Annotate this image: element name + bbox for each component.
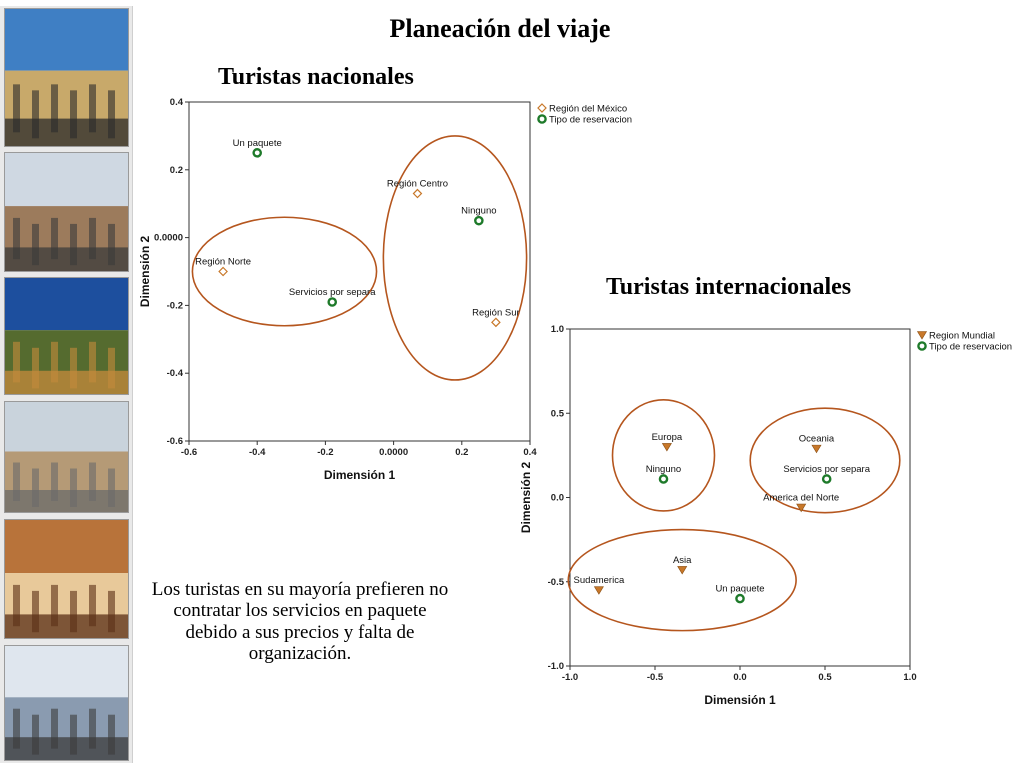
region-point [412, 188, 423, 199]
plot-frame [188, 101, 531, 442]
legend-label: Tipo de reservacion [549, 115, 632, 126]
reservation-point [474, 215, 484, 226]
x-tick-label: 0.5 [818, 672, 832, 683]
legend-label: Region Mundial [929, 331, 995, 342]
point-label: Un paquete [233, 138, 282, 149]
point-label: Servicios por separa [289, 287, 376, 298]
point-label: Asia [673, 555, 692, 566]
cluster-ellipse [191, 216, 378, 327]
cluster-ellipse [567, 528, 797, 632]
point-label: Europa [652, 432, 683, 443]
national-tourists-chart: -0.6 -0.4 -0.2 0.0000 0.2 0.4 0.4 0.2 0.0000 -0.2… [138, 97, 632, 482]
point-label: Sudamerica [574, 575, 625, 586]
legend-label: Tipo de reservacion [929, 342, 1012, 353]
point-label: Ninguno [461, 206, 496, 217]
region-point [218, 266, 228, 277]
garden-night-photo [4, 277, 129, 395]
region-point [593, 586, 604, 595]
y-axis-label: Dimensión 2 [519, 462, 533, 534]
y-tick-label: -0.5 [548, 577, 565, 588]
point-label: Ninguno [646, 464, 681, 475]
international-chart-title: Turistas internacionales [606, 274, 852, 300]
national-chart-title: Turistas nacionales [218, 64, 414, 90]
legend-marker [537, 103, 547, 113]
region-point [796, 503, 807, 513]
region-point [491, 317, 501, 328]
reservation-point [252, 148, 262, 158]
y-tick-label: 0.0 [551, 493, 564, 504]
x-tick-label: -0.2 [317, 447, 333, 458]
x-tick-label: -1.0 [562, 672, 578, 683]
y-tick-label: -1.0 [548, 661, 564, 672]
x-tick-label: 0.4 [523, 447, 537, 458]
cluster-ellipse [382, 135, 528, 381]
y-tick-label: -0.6 [167, 436, 183, 447]
cluster-ellipse [749, 407, 901, 514]
summary-note: Los turistas en su mayoría prefieren no … [151, 579, 449, 664]
region-point [677, 566, 688, 575]
x-tick-label: -0.4 [249, 447, 266, 458]
point-label: Región Sur [472, 307, 520, 318]
church-plaza-photo [4, 401, 129, 513]
y-tick-label: -0.2 [167, 300, 183, 311]
legend-label: Región del México [549, 104, 627, 115]
airport-photo [4, 645, 129, 761]
y-tick-label: -0.4 [167, 368, 184, 379]
x-axis-label: Dimensión 1 [324, 468, 396, 482]
point-label: America del Norte [763, 493, 839, 504]
x-axis-label: Dimensión 1 [704, 693, 776, 707]
legend-marker [537, 114, 547, 124]
x-tick-label: 0.2 [455, 447, 468, 458]
region-point [811, 444, 822, 454]
cathedral-terrace-photo [4, 8, 129, 147]
point-label: Oceania [799, 434, 835, 445]
x-tick-label: -0.6 [181, 447, 197, 458]
y-tick-label: 0.0000 [154, 233, 183, 244]
y-tick-label: 1.0 [551, 324, 564, 335]
y-tick-label: 0.2 [170, 165, 183, 176]
reservation-point [735, 593, 745, 604]
reservation-point [658, 474, 669, 484]
y-axis-label: Dimensión 2 [138, 236, 152, 308]
page-title: Planeación del viaje [389, 14, 611, 43]
legend-marker [917, 341, 927, 351]
international-tourists-chart: -1.0 -0.5 0.0 0.5 1.0 1.0 0.5 0.0 -0.5 -1.0 Dimens… [519, 324, 1012, 707]
y-tick-label: 0.5 [551, 408, 565, 419]
cluster-ellipse [611, 398, 716, 512]
hotel-room-photo [4, 519, 129, 639]
street-crowd-photo [4, 152, 129, 272]
plot-frame [569, 328, 911, 667]
x-tick-label: -0.5 [647, 672, 664, 683]
x-tick-label: 0.0 [733, 672, 746, 683]
y-tick-label: 0.4 [170, 97, 184, 108]
point-label: Región Centro [387, 179, 448, 190]
legend-marker [916, 331, 928, 340]
x-tick-label: 0.0000 [379, 447, 408, 458]
reservation-point [327, 297, 338, 307]
point-label: Servicios por separa [783, 464, 870, 475]
region-point [661, 443, 672, 452]
point-label: Un paquete [715, 584, 764, 595]
point-label: Región Norte [195, 257, 251, 268]
reservation-point [821, 474, 832, 484]
x-tick-label: 1.0 [903, 672, 916, 683]
